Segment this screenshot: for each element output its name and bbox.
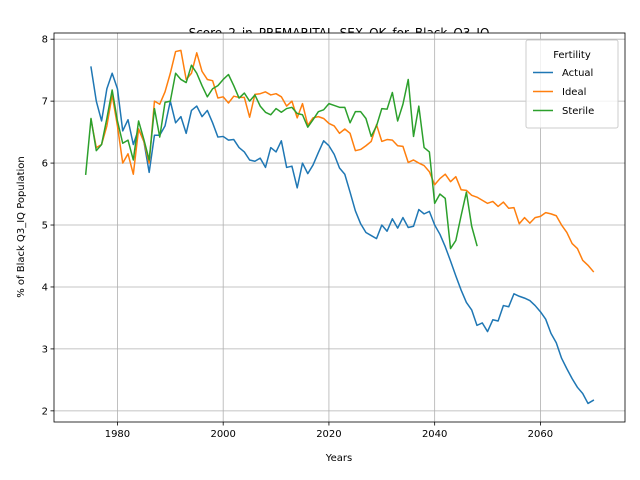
- series-line-actual: [90, 66, 595, 405]
- x-axis-label: Years: [325, 453, 352, 464]
- legend-title: Fertility: [553, 50, 591, 61]
- y-tick-label: 6: [42, 159, 48, 170]
- axis-ticks: 1980 2000 2020 2040 2060 2 3 4 5 6 7 8: [42, 35, 554, 440]
- plot-frame: [53, 32, 626, 423]
- x-tick-label: 2000: [210, 429, 235, 440]
- y-tick-label: 4: [42, 282, 48, 293]
- y-tick-label: 8: [42, 35, 48, 46]
- series-line-sterile: [84, 64, 478, 250]
- x-tick-label: 2020: [316, 429, 341, 440]
- legend: Fertility Actual Ideal Sterile: [525, 39, 619, 129]
- y-tick-label: 5: [42, 221, 48, 232]
- series-lines: [84, 49, 595, 405]
- legend-box: [525, 39, 619, 129]
- y-tick-label: 2: [42, 406, 48, 417]
- y-axis-label: % of Black Q3_IQ Population: [16, 156, 27, 298]
- grid-lines: [54, 33, 625, 422]
- x-tick-label: 1980: [105, 429, 130, 440]
- legend-label-actual: Actual: [562, 68, 593, 79]
- legend-label-ideal: Ideal: [562, 87, 586, 98]
- legend-label-sterile: Sterile: [562, 106, 594, 117]
- y-tick-label: 7: [42, 97, 48, 108]
- x-tick-label: 2040: [422, 429, 447, 440]
- y-tick-label: 3: [42, 344, 48, 355]
- x-tick-label: 2060: [528, 429, 553, 440]
- series-line-ideal: [90, 49, 595, 273]
